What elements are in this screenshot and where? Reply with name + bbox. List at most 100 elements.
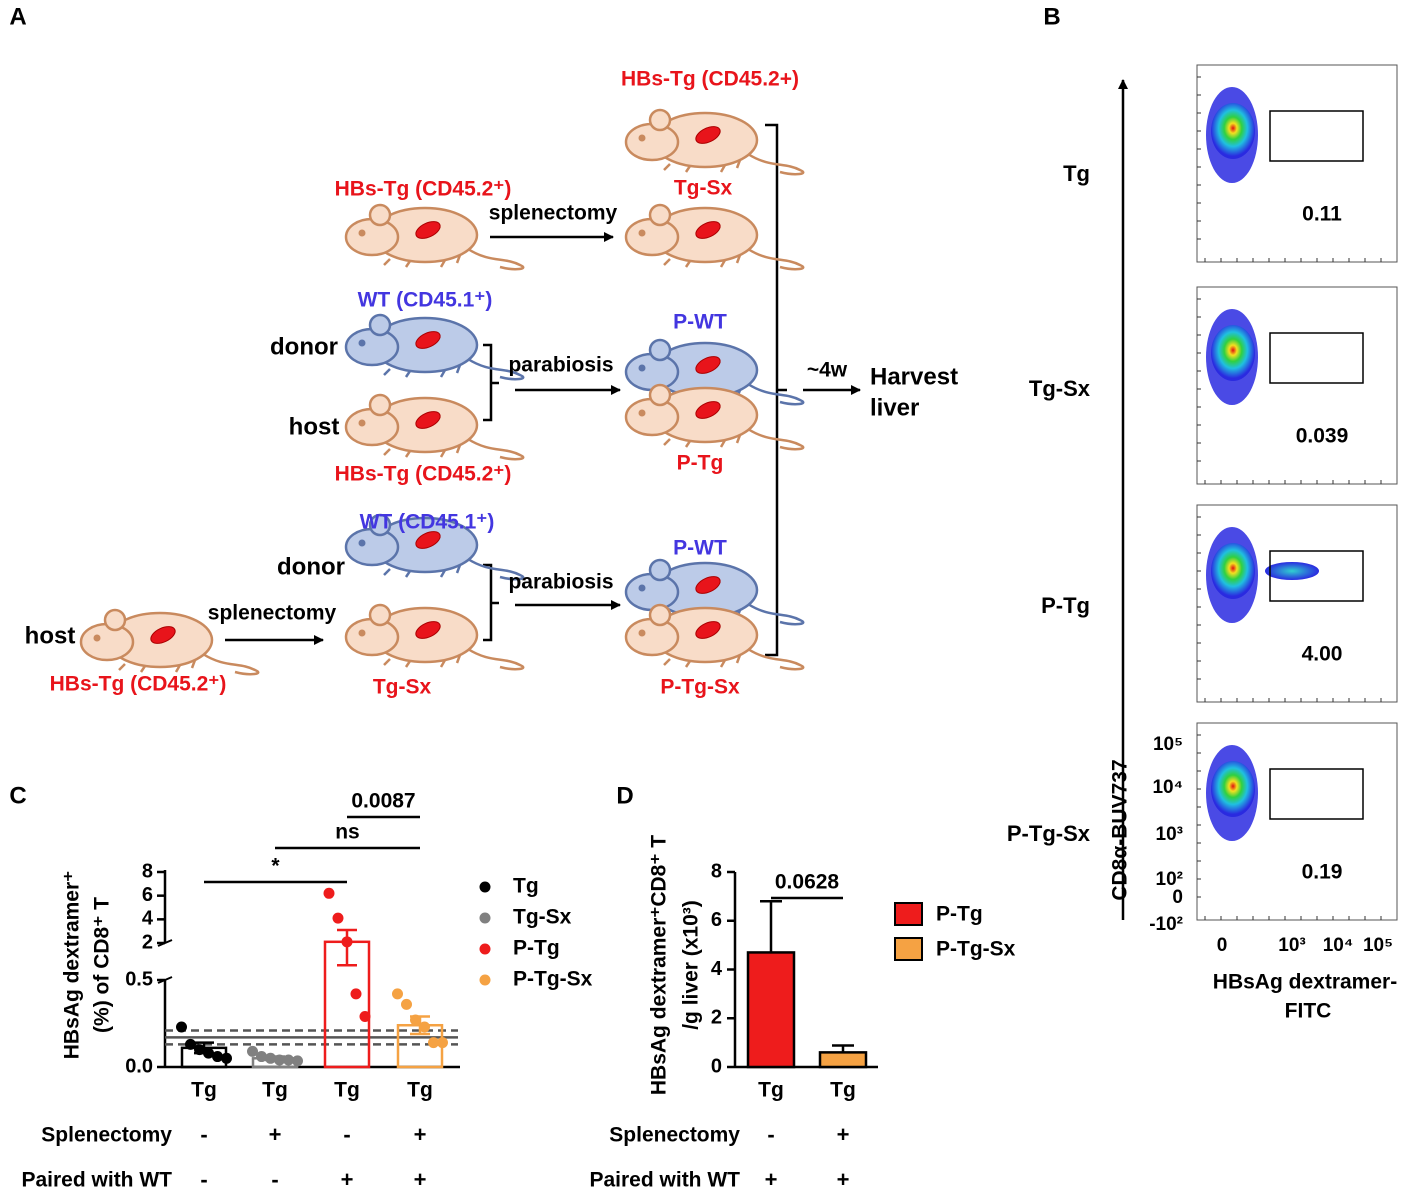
legend-swatch xyxy=(894,902,923,926)
mouse-icon xyxy=(344,313,525,381)
gate xyxy=(1269,110,1364,162)
tail xyxy=(202,652,260,676)
legend-label: P-Tg-Sx xyxy=(513,968,593,991)
bracket xyxy=(483,563,499,642)
spleen xyxy=(415,411,441,429)
row-label: P-Tg xyxy=(1041,593,1090,618)
eye xyxy=(638,409,646,417)
panel-a-arrows xyxy=(225,79,1128,920)
mouse-icon xyxy=(624,383,805,451)
diagram-label: HBs-Tg (CD45.2+) xyxy=(621,68,799,91)
flow-plot-frame xyxy=(1196,722,1398,921)
x-tick-label: 10³ xyxy=(1278,935,1305,956)
diagram-label: WT (CD45.1⁺) xyxy=(360,511,495,534)
diagram-label: P-WT xyxy=(673,537,727,560)
diagram-label: liver xyxy=(870,394,919,421)
data-point xyxy=(350,988,362,1000)
data-point xyxy=(185,1038,196,1050)
bracket xyxy=(765,123,787,657)
row-value: - xyxy=(767,1122,774,1147)
diagram-label: splenectomy xyxy=(489,202,618,225)
spleen xyxy=(695,221,721,239)
diagram-label: Harvest xyxy=(870,363,958,390)
ear xyxy=(648,603,672,627)
spleen xyxy=(415,221,441,239)
data-point xyxy=(221,1052,232,1064)
legend-label: Tg xyxy=(513,875,539,898)
ear xyxy=(368,603,392,627)
feet xyxy=(383,254,462,268)
tail xyxy=(467,247,525,271)
eye xyxy=(638,629,646,637)
error-bar xyxy=(760,900,782,953)
flow-plot-frame xyxy=(1196,286,1398,485)
eye xyxy=(638,134,646,142)
y-tick-label: 2 xyxy=(711,1007,722,1029)
y-tick-label: 0 xyxy=(1172,887,1183,908)
panel-label: B xyxy=(1043,3,1060,30)
spleen xyxy=(415,531,441,549)
flow-plot-frame xyxy=(1196,504,1398,703)
y-tick-label: 8 xyxy=(711,860,722,882)
y-tick-label: 0.5 xyxy=(125,968,153,990)
row-value: - xyxy=(343,1122,350,1147)
head xyxy=(344,407,400,447)
feet xyxy=(383,654,462,668)
gate-value: 0.19 xyxy=(1302,861,1343,884)
data-point xyxy=(401,998,412,1010)
mouse-icon xyxy=(624,603,805,671)
diagram-label: ~4w xyxy=(807,359,848,382)
feet xyxy=(383,564,462,578)
feet xyxy=(663,654,742,668)
row-value: + xyxy=(269,1122,282,1147)
ear xyxy=(368,393,392,417)
head xyxy=(344,217,400,257)
row-value: + xyxy=(414,1122,427,1147)
ear xyxy=(368,513,392,537)
axis-break xyxy=(157,939,173,984)
minor-ticks xyxy=(1197,734,1382,920)
diagram-label: Tg-Sx xyxy=(373,676,432,699)
eye xyxy=(358,229,366,237)
diagram-label: parabiosis xyxy=(508,571,613,594)
data-point xyxy=(194,1044,205,1056)
mouse-icon xyxy=(624,108,805,176)
eye xyxy=(93,634,101,642)
legend-label: Tg-Sx xyxy=(513,906,572,929)
tail xyxy=(747,152,805,176)
row-label: Splenectomy xyxy=(609,1124,740,1147)
ear xyxy=(648,338,672,362)
legend-label: P-Tg xyxy=(936,903,983,926)
diagram-label: HBs-Tg (CD45.2⁺) xyxy=(335,463,512,486)
error-bar xyxy=(337,928,357,967)
diagram-label: WT (CD45.1⁺) xyxy=(358,289,493,312)
legend-marker xyxy=(479,974,491,986)
row-label: P-Tg-Sx xyxy=(1007,821,1091,846)
y-axis-label: HBsAg dextramer⁺ xyxy=(61,871,84,1059)
bracket xyxy=(483,343,499,422)
panel-label: D xyxy=(616,782,633,809)
data-point xyxy=(247,1045,258,1057)
feet xyxy=(383,444,462,458)
feet xyxy=(663,159,742,173)
y-tick-label: 2 xyxy=(142,931,153,953)
tail xyxy=(467,357,525,381)
panel-label: C xyxy=(9,782,26,809)
diagram-label: host xyxy=(25,622,76,649)
row-label: Paired with WT xyxy=(589,1169,740,1192)
spleen xyxy=(150,626,176,644)
mouse-icon xyxy=(344,513,525,581)
diagram-label: donor xyxy=(277,553,345,580)
density-core xyxy=(1211,325,1255,381)
legend-label: P-Tg xyxy=(513,937,560,960)
row-value: + xyxy=(837,1167,850,1192)
significance-label: * xyxy=(271,855,280,878)
data-point xyxy=(428,1037,439,1049)
legend-marker xyxy=(479,912,491,924)
spleen xyxy=(695,126,721,144)
tail xyxy=(747,427,805,451)
y-tick-label: 4 xyxy=(711,958,723,980)
row-value: - xyxy=(271,1167,278,1192)
minor-ticks xyxy=(1197,76,1382,262)
y-tick-label: 6 xyxy=(711,909,722,931)
